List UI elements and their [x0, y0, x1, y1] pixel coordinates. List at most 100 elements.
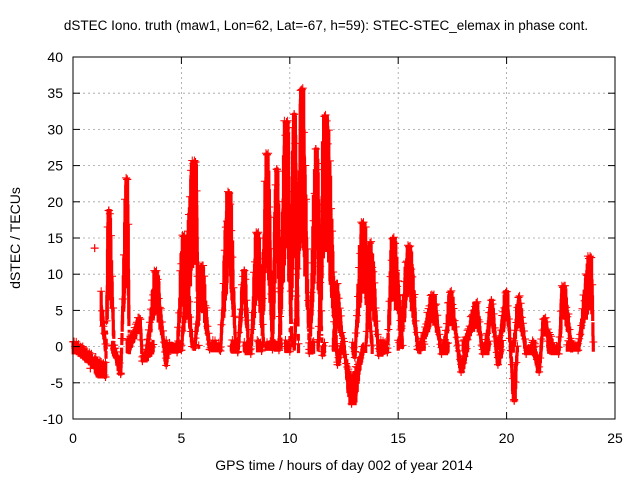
data-point-marker — [389, 233, 398, 242]
dip-marker — [478, 349, 487, 358]
data-point-marker — [368, 263, 377, 272]
data-point-marker — [279, 197, 288, 206]
peak-marker — [311, 144, 320, 153]
data-point-marker — [238, 280, 247, 289]
data-point-marker — [335, 349, 344, 358]
data-point-marker — [176, 339, 185, 348]
data-point-marker — [235, 313, 244, 322]
data-point-marker — [294, 182, 303, 191]
data-point-marker — [384, 325, 393, 334]
data-point-marker — [329, 341, 338, 350]
y-tick-label: 35 — [47, 85, 63, 101]
dip-marker — [138, 357, 147, 366]
peak-marker — [282, 118, 291, 127]
data-point-marker — [588, 280, 597, 289]
data-point-marker — [183, 227, 192, 236]
data-point-marker — [386, 272, 395, 281]
peak-marker — [514, 293, 523, 302]
peak-marker — [388, 234, 397, 243]
data-point-marker — [580, 296, 589, 305]
data-point-marker — [178, 326, 187, 335]
dip-marker — [162, 361, 171, 370]
data-point-marker — [316, 278, 325, 287]
data-point-marker — [518, 319, 527, 328]
peak-marker — [90, 244, 99, 253]
x-tick-labels: 0 5 10 15 20 25 — [69, 430, 623, 446]
dip-marker — [574, 346, 583, 355]
data-point-marker — [218, 306, 227, 315]
peak-marker — [331, 281, 340, 290]
data-point-marker — [462, 333, 471, 342]
data-point-marker — [270, 213, 279, 222]
data-point-marker — [398, 309, 407, 318]
data-point-marker — [318, 200, 327, 209]
data-point-marker — [277, 263, 286, 272]
data-point-marker — [475, 317, 484, 326]
data-point-marker — [271, 180, 280, 189]
x-tick-label: 10 — [282, 430, 298, 446]
data-point-marker — [420, 329, 429, 338]
data-point-marker — [343, 363, 352, 372]
data-point-marker — [349, 343, 358, 352]
data-point-marker — [193, 298, 202, 307]
grid-lines — [73, 57, 615, 419]
data-point-marker — [545, 330, 554, 339]
data-point-marker — [573, 341, 582, 350]
data-point-marker — [467, 311, 476, 320]
data-point-marker — [194, 293, 203, 302]
data-point-marker — [463, 326, 472, 335]
data-point-marker — [323, 139, 332, 148]
data-point-marker — [322, 116, 331, 125]
data-point-marker — [394, 276, 403, 285]
data-point-marker — [179, 312, 188, 321]
dip-marker — [333, 360, 342, 369]
data-point-marker — [243, 316, 252, 325]
dip-marker — [535, 367, 544, 376]
data-point-marker — [148, 296, 157, 305]
dip-marker — [86, 364, 95, 373]
data-point-marker — [493, 342, 502, 351]
data-point-marker — [500, 303, 509, 312]
x-tick-label: 20 — [499, 430, 515, 446]
data-point-marker — [418, 337, 427, 346]
data-point-marker — [445, 298, 454, 307]
dip-marker — [493, 360, 502, 369]
data-point-marker — [200, 272, 209, 281]
peak-marker — [502, 287, 511, 296]
data-point-marker — [112, 347, 121, 356]
y-tick-label: 15 — [47, 230, 63, 246]
data-point-marker — [130, 323, 139, 332]
data-point-marker — [495, 353, 504, 362]
data-point-marker — [364, 252, 373, 261]
peak-marker — [366, 239, 375, 248]
dip-marker — [437, 349, 446, 358]
data-trace — [71, 209, 116, 379]
data-point-marker — [429, 290, 438, 299]
data-point-marker — [372, 317, 381, 326]
data-point-marker — [330, 317, 339, 326]
data-point-marker — [586, 252, 595, 261]
data-point-marker — [589, 338, 598, 347]
peak-marker — [179, 232, 188, 241]
data-point-marker — [328, 227, 337, 236]
data-point-marker — [581, 269, 590, 278]
data-point-marker — [432, 300, 441, 309]
peak-marker — [191, 157, 200, 166]
data-point-marker — [302, 195, 311, 204]
data-point-marker — [341, 350, 350, 359]
data-point-marker — [190, 340, 199, 349]
data-point-marker — [101, 340, 110, 349]
data-point-marker — [84, 350, 93, 359]
data-point-marker — [221, 223, 230, 232]
data-point-marker — [367, 237, 376, 246]
data-point-marker — [410, 290, 419, 299]
dip-marker — [318, 351, 327, 360]
peak-marker — [472, 299, 481, 308]
data-point-marker — [273, 167, 282, 176]
y-tick-label: 40 — [47, 49, 63, 65]
data-point-marker — [250, 268, 259, 277]
data-point-marker — [373, 330, 382, 339]
data-point-marker — [517, 313, 526, 322]
data-point-marker — [176, 266, 185, 275]
